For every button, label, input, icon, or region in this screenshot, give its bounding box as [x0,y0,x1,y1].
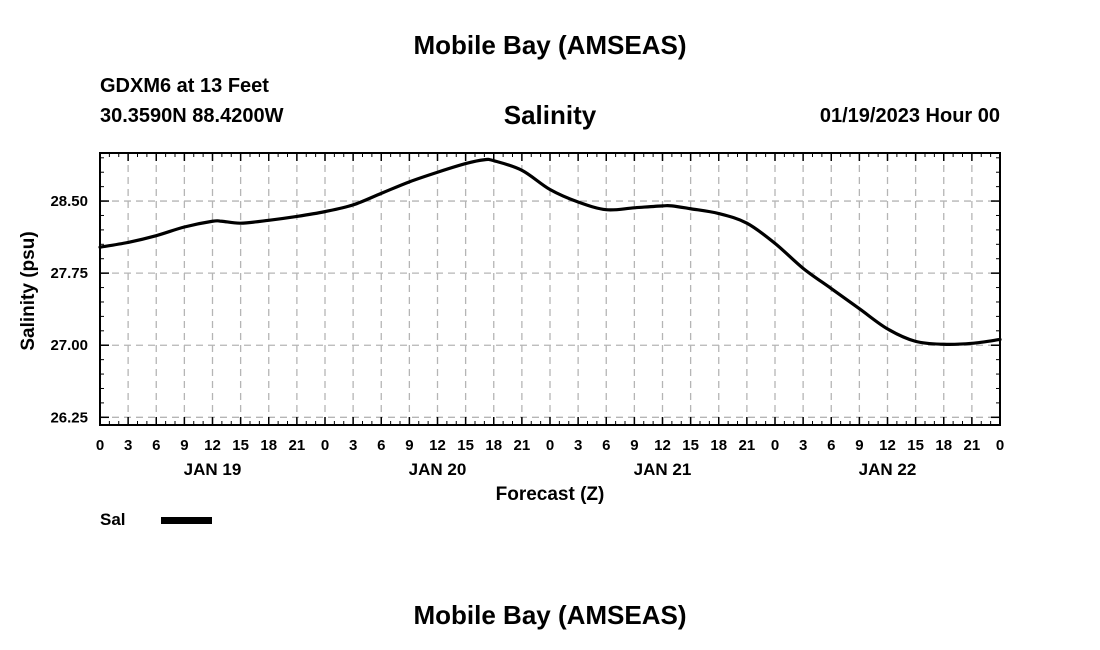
x-day-label: JAN 19 [184,460,242,479]
forecast-timestamp: 01/19/2023 Hour 00 [819,105,1000,127]
x-tick-label: 3 [799,437,807,454]
x-tick-label: 12 [654,437,671,454]
y-tick-label: 27.75 [50,265,88,282]
legend-label: Sal [100,510,126,529]
page-title: Mobile Bay (AMSEAS) [413,30,687,60]
x-tick-label: 21 [739,437,756,454]
y-axis-label: Salinity (psu) [18,231,39,350]
x-tick-label: 0 [546,437,554,454]
x-tick-label: 18 [935,437,952,454]
series-layer [98,157,1002,346]
x-tick-label: 0 [996,437,1004,454]
series-line-sal [98,157,1002,346]
x-tick-label: 21 [964,437,981,454]
x-tick-label: 0 [321,437,329,454]
x-tick-label: 9 [405,437,413,454]
x-tick-label: 9 [630,437,638,454]
x-tick-label: 3 [574,437,582,454]
x-tick-label: 9 [855,437,863,454]
x-axis-label: Forecast (Z) [496,484,605,505]
ticks [99,153,1001,425]
station-label: GDXM6 at 13 Feet [100,75,269,97]
x-tick-label: 18 [485,437,502,454]
x-tick-label: 6 [827,437,835,454]
x-tick-label: 15 [232,437,249,454]
x-tick-label: 15 [457,437,474,454]
grid [100,153,1000,425]
y-tick-label: 26.25 [50,409,88,426]
y-tick-label: 28.50 [50,193,88,210]
x-tick-label: 3 [124,437,132,454]
legend-line-swatch [161,517,212,524]
coordinates-label: 30.3590N 88.4200W [100,105,284,127]
x-tick-label: 6 [377,437,385,454]
x-tick-label: 12 [204,437,221,454]
y-tick-label: 27.00 [50,337,88,354]
x-tick-label: 15 [682,437,699,454]
x-day-label: JAN 20 [409,460,467,479]
x-tick-label: 6 [152,437,160,454]
x-day-label: JAN 21 [634,460,692,479]
x-tick-label: 15 [907,437,924,454]
footer-title: Mobile Bay (AMSEAS) [413,600,687,630]
tick-labels: 0 3 6 9 12 15 18 21 0 3 6 9 12 15 18 21 0 3 6 9 12 15 18 21 0 3 6 9… [50,193,1004,479]
x-tick-label: 9 [180,437,188,454]
x-tick-label: 0 [96,437,104,454]
x-tick-label: 18 [260,437,277,454]
x-tick-label: 0 [771,437,779,454]
x-tick-label: 12 [879,437,896,454]
x-tick-label: 21 [514,437,531,454]
x-tick-label: 3 [349,437,357,454]
x-tick-label: 12 [429,437,446,454]
x-tick-label: 18 [710,437,727,454]
chart-title: Salinity [503,100,597,130]
x-tick-label: 6 [602,437,610,454]
x-day-label: JAN 22 [859,460,917,479]
x-tick-label: 21 [289,437,306,454]
